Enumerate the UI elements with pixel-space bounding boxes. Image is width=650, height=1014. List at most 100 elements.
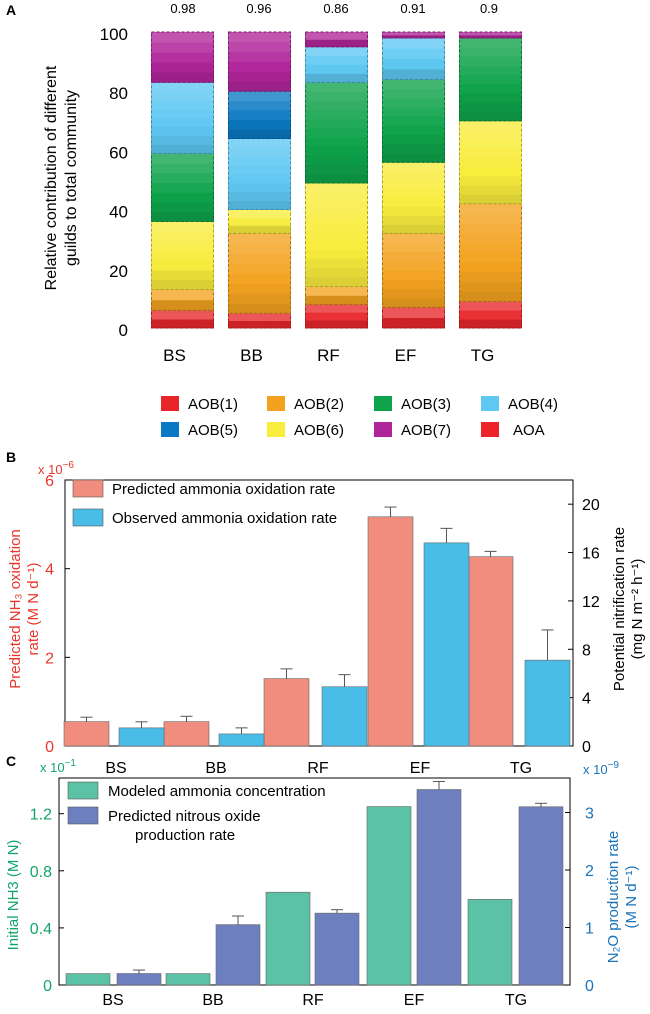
legend-label-modeled: Modeled ammonia concentration: [108, 783, 326, 800]
legend-swatch-aob5: [161, 422, 179, 437]
panel-b-right-ylabel-line2: (mg N m⁻² h⁻¹): [629, 559, 646, 660]
stack-band-aob2: [228, 293, 291, 304]
stack-band-aob4: [305, 55, 368, 65]
panel-b-xlabel-rf: RF: [307, 760, 329, 777]
legend-label-aob1: AOB(1): [188, 396, 238, 413]
stack-band-aob6: [459, 176, 522, 186]
panel-c-right-tick: 3: [585, 806, 594, 823]
stack-band-aob4: [382, 48, 445, 60]
stack-band-aob4: [228, 191, 291, 202]
bar-observed-bb: [218, 733, 265, 747]
stack-band-aob1: [228, 320, 291, 329]
legend-label-observed: Observed ammonia oxidation rate: [112, 510, 337, 527]
stack-band-aob2: [459, 242, 522, 253]
stack-band-aob6: [382, 188, 445, 199]
panel-a-ytick: 0: [119, 321, 128, 340]
stack-band-aob3: [459, 111, 522, 122]
top-value-bb: 0.96: [246, 1, 271, 16]
stack-band-aob3: [459, 65, 522, 76]
stack-band-aob7: [228, 51, 291, 62]
stack-band-aob3: [459, 47, 522, 57]
stack-band-aob6: [305, 277, 368, 287]
panel-b-exponent: x 10−6: [38, 460, 74, 477]
stack-band-aob3: [151, 172, 214, 183]
stack-band-aob4: [151, 108, 214, 119]
panel-c-right-tick: 1: [585, 921, 594, 938]
stack-band-aob6: [459, 120, 522, 131]
panel-c-xlabel-rf: RF: [302, 992, 324, 1009]
panel-a-ytick: 40: [109, 203, 128, 222]
stack-band-aob4: [151, 126, 214, 136]
stack-band-aob1: [228, 313, 291, 321]
stack-band-aob4: [305, 73, 368, 83]
stack-band-aob3: [382, 116, 445, 126]
stack-band-aob4: [305, 46, 368, 57]
stack-band-aob5: [228, 100, 291, 111]
stack-band-aob2: [382, 288, 445, 299]
stack-band-aob6: [228, 209, 291, 218]
stack-band-aob2: [459, 281, 522, 292]
stack-band-aob3: [459, 93, 522, 103]
stack-band-aob3: [382, 97, 445, 108]
stack-band-aob3: [305, 128, 368, 138]
panel-b-bars: [63, 506, 571, 747]
legend-swatch-aob1: [161, 396, 179, 411]
stack-band-aob6: [459, 166, 522, 177]
stack-band-aob6: [459, 139, 522, 149]
stack-band-aob7: [382, 32, 445, 36]
stack-band-aob2: [382, 242, 445, 253]
panel-a-xlabel-bs: BS: [163, 346, 186, 365]
stack-band-aob3: [305, 100, 368, 111]
stack-band-aob7: [151, 52, 214, 63]
panel-c-left-tick: 1.2: [30, 807, 52, 824]
panel-b-x-labels: BS BB RF EF TG: [105, 760, 532, 777]
stack-segment-aob7: [305, 31, 368, 48]
stack-band-aob3: [382, 143, 445, 154]
stack-band-aob4: [228, 147, 291, 157]
legend-label-aoa: AOA: [513, 422, 545, 439]
bar-observed-bs: [118, 727, 165, 747]
panel-b-label: B: [6, 449, 16, 465]
svg-text:Initial NH3 (M N): Initial NH3 (M N): [5, 840, 22, 951]
stack-band-aob6: [305, 230, 368, 240]
legend-label-predicted: Predicted ammonia oxidation rate: [112, 481, 335, 498]
panel-a-top-values: 0.98 0.96 0.86 0.91 0.9: [170, 1, 498, 16]
top-value-rf: 0.86: [323, 1, 348, 16]
stack-band-aob3: [305, 137, 368, 147]
panel-b-right-ylabel-line1: Potential nitrification rate: [611, 527, 628, 691]
stack-band-aob1: [305, 304, 368, 313]
stack-band-aob2: [382, 251, 445, 262]
stack-band-aob4: [151, 144, 214, 154]
stack-band-aob4: [151, 100, 214, 110]
bar-predicted-bs: [63, 721, 110, 747]
stack-band-aob2: [228, 283, 291, 294]
panel-b-xlabel-bb: BB: [205, 760, 226, 777]
panel-b-left-tick: 4: [45, 562, 54, 579]
stack-band-aob6: [305, 248, 368, 259]
stack-band-aob7: [228, 71, 291, 82]
panel-a-y-ticks: 0 20 40 60 80 100: [100, 25, 128, 340]
stack-band-aob2: [382, 298, 445, 308]
bar-n2o-rf: [314, 912, 360, 986]
stack-band-aob3: [151, 192, 214, 203]
panel-b-left-tick: 0: [45, 739, 54, 756]
stack-band-aob2: [382, 261, 445, 271]
legend-swatch-aob4: [481, 396, 499, 411]
stack-band-aob4: [228, 182, 291, 193]
panel-c-left-tick: 0: [43, 978, 52, 995]
stack-band-aob6: [459, 185, 522, 195]
stack-band-aob1: [382, 307, 445, 319]
stack-band-aob6: [305, 201, 368, 212]
stack-band-aob4: [305, 64, 368, 74]
panel-a-ytick: 60: [109, 143, 128, 162]
bar-n2o-bs: [116, 973, 162, 986]
stack-band-aob2: [151, 299, 214, 311]
bar-observed-tg: [524, 659, 571, 747]
stack-band-aob2: [459, 203, 522, 214]
panel-b-right-tick: 12: [582, 594, 600, 611]
stack-band-aob6: [382, 180, 445, 190]
stack-segment-aob7: [151, 31, 214, 83]
legend-swatch-aob2: [267, 396, 285, 411]
stack-band-aob7: [305, 32, 368, 40]
